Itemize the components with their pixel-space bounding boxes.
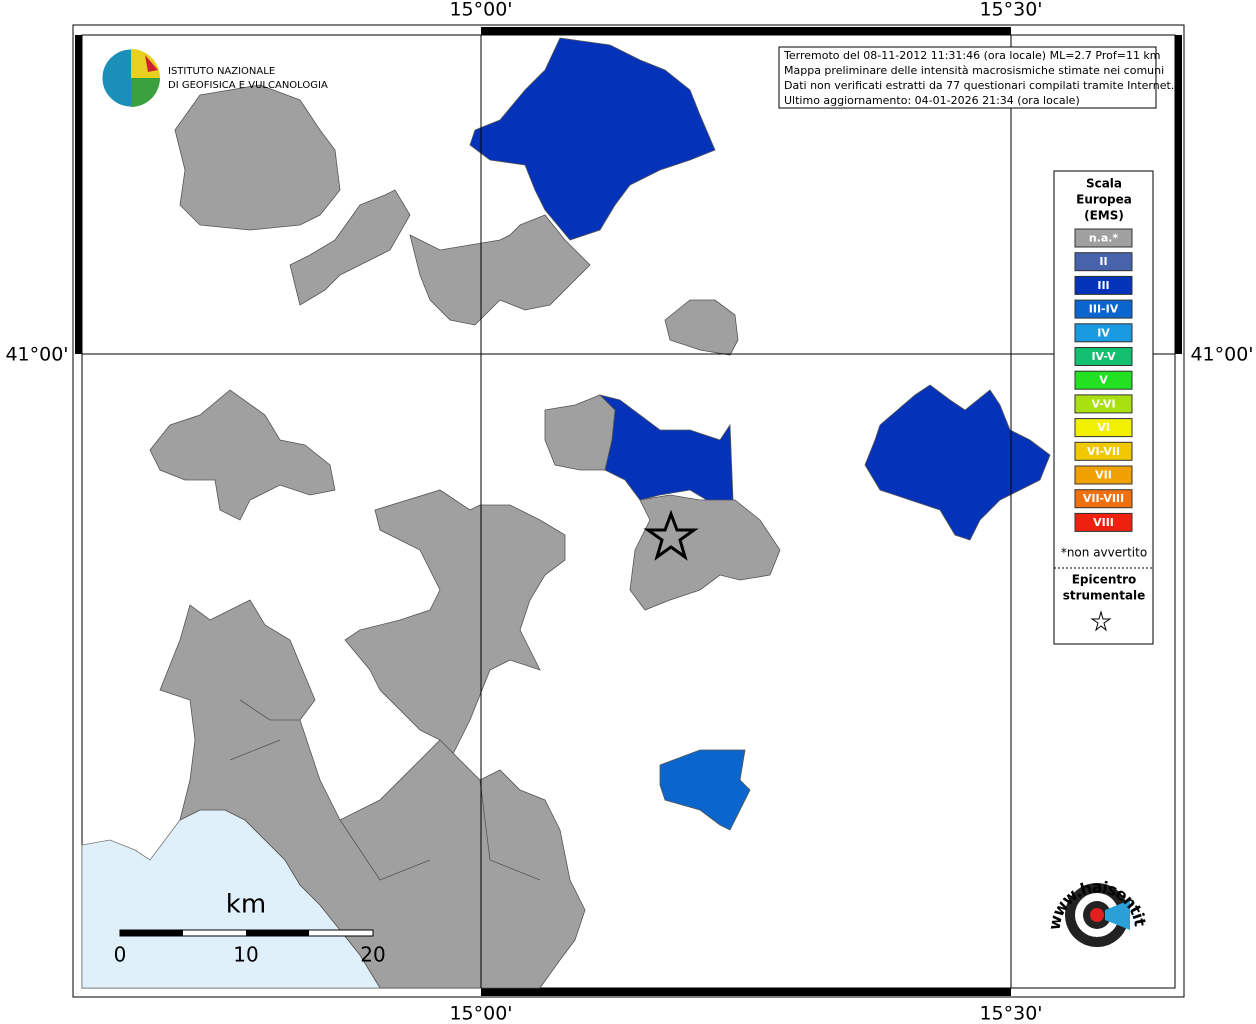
legend-label: n.a.* [1089, 232, 1119, 245]
epicenter [643, 509, 699, 561]
legend-title: (EMS) [1084, 209, 1124, 223]
scale-label: 0 [114, 943, 127, 967]
scale-unit: km [226, 890, 266, 920]
coord-label: 15°00' [449, 0, 512, 21]
info-line: Terremoto del 08-11-2012 11:31:46 (ora l… [783, 49, 1161, 62]
legend-label: II [1099, 255, 1107, 268]
legend-swatch [1074, 418, 1133, 438]
logo-globe [131, 78, 160, 107]
coord-label: 41°00' [1190, 344, 1253, 366]
scale-label: 20 [360, 943, 385, 967]
legend-swatch [1074, 370, 1133, 390]
info-box [778, 46, 1157, 109]
info-line: Ultimo aggiornamento: 04-01-2026 21:34 (… [784, 94, 1080, 107]
logo-speaker [1105, 900, 1130, 930]
legend-swatch [1074, 275, 1133, 295]
coord-label: 41°00' [5, 344, 68, 366]
scale-segment [246, 930, 309, 936]
coord-label: 15°30' [979, 1003, 1042, 1024]
comune [159, 599, 586, 989]
legend-label: VII-VIII [1083, 492, 1124, 505]
scale-bar: km 0 10 20 [114, 890, 386, 967]
legend-swatch [1074, 228, 1133, 248]
ingv-logo: ISTITUTO NAZIONALE DI GEOFISICA E VULCAN… [101, 48, 328, 108]
legend-footnote: *non avvertito [1061, 546, 1147, 560]
legend-label: III-IV [1089, 303, 1119, 316]
legend: Scala Europea (EMS) *non avvertito Epice… [1053, 170, 1154, 645]
comune [149, 389, 336, 521]
scale-label: 10 [233, 943, 258, 967]
legend-swatch [1074, 394, 1133, 414]
legend-swatch [1074, 252, 1133, 272]
legend-label: V-VI [1091, 397, 1115, 410]
legend-label: VII [1095, 469, 1112, 482]
legend-swatch [1074, 489, 1133, 509]
legend-label: VI [1097, 421, 1110, 434]
comune [664, 299, 739, 356]
comune [409, 214, 591, 326]
legend-label: IV-V [1091, 350, 1116, 363]
coord-label: 15°30' [979, 0, 1042, 21]
legend-label: V [1099, 374, 1108, 387]
legend-swatch [1074, 512, 1133, 532]
comune [864, 384, 1051, 541]
info-line: Dati non verificati estratti da 77 quest… [784, 79, 1174, 92]
logo-circle [1090, 908, 1104, 922]
comune [659, 749, 751, 831]
info-line: Mappa preliminare delle intensità macros… [784, 64, 1164, 77]
legend-label: IV [1097, 326, 1110, 339]
legend-label: III [1097, 279, 1109, 292]
frame-bar [1175, 35, 1182, 354]
comune [344, 489, 566, 761]
scale-segment [120, 930, 183, 936]
logo-text: DI GEOFISICA E VULCANOLOGIA [168, 80, 328, 91]
legend-label: VI-VII [1087, 445, 1120, 458]
legend-swatch [1074, 323, 1133, 343]
legend-swatch [1074, 465, 1133, 485]
coord-label: 15°00' [449, 1003, 512, 1024]
logo-globe [145, 55, 158, 72]
comune [289, 189, 411, 306]
legend-title: Europea [1076, 193, 1132, 207]
legend-epicenter: strumentale [1063, 589, 1146, 603]
legend-epicenter: Epicentro [1072, 573, 1137, 587]
logo-text: ISTITUTO NAZIONALE [168, 66, 275, 77]
frame-bar [481, 27, 1011, 35]
frame-bar [75, 35, 82, 354]
legend-swatch [1074, 441, 1133, 461]
frame-bar [481, 988, 1011, 996]
legend-title: Scala [1086, 177, 1122, 191]
comune [469, 37, 716, 241]
legend-star [1090, 610, 1112, 632]
comune [174, 84, 341, 231]
legend-swatch [1074, 299, 1133, 319]
legend-label: VIII [1093, 516, 1114, 529]
boundary [229, 699, 541, 881]
legend-swatch [1074, 347, 1133, 366]
